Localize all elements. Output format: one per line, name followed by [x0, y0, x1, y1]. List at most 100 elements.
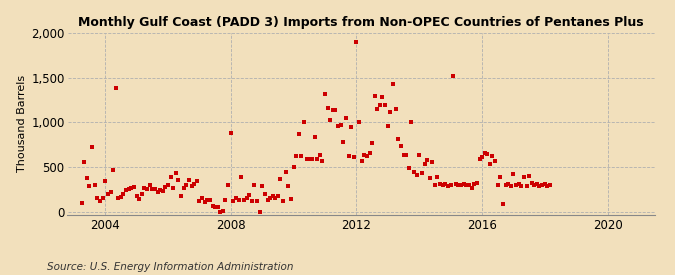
Point — [411, 173, 422, 177]
Point — [302, 157, 313, 161]
Point — [406, 119, 416, 124]
Point — [283, 184, 294, 188]
Point — [335, 123, 346, 127]
Point — [514, 182, 524, 186]
Point — [317, 159, 328, 163]
Point — [236, 175, 246, 179]
Point — [416, 171, 427, 175]
Point — [354, 119, 364, 124]
Point — [186, 184, 197, 188]
Point — [456, 183, 466, 187]
Point — [234, 198, 244, 202]
Point — [506, 184, 516, 188]
Point — [518, 175, 529, 179]
Point — [249, 183, 260, 187]
Point — [153, 190, 163, 194]
Point — [157, 189, 168, 193]
Point — [492, 183, 503, 187]
Point — [508, 172, 519, 177]
Point — [225, 131, 236, 135]
Point — [372, 107, 383, 111]
Point — [369, 94, 380, 98]
Point — [453, 183, 464, 187]
Point — [414, 152, 425, 157]
Point — [212, 205, 223, 210]
Point — [223, 183, 234, 187]
Point — [437, 183, 448, 187]
Point — [327, 108, 338, 112]
Point — [294, 132, 304, 136]
Point — [387, 82, 398, 86]
Point — [526, 181, 537, 185]
Point — [341, 116, 352, 120]
Point — [131, 194, 142, 198]
Point — [103, 192, 113, 196]
Point — [241, 196, 252, 200]
Point — [542, 184, 553, 188]
Point — [278, 199, 289, 203]
Point — [375, 102, 385, 107]
Point — [270, 196, 281, 200]
Point — [113, 196, 124, 200]
Point — [471, 181, 482, 185]
Point — [408, 169, 419, 174]
Point — [259, 192, 270, 196]
Point — [288, 165, 299, 169]
Point — [304, 156, 315, 161]
Point — [82, 176, 92, 180]
Point — [254, 210, 265, 214]
Point — [532, 182, 543, 186]
Point — [435, 182, 446, 186]
Point — [534, 184, 545, 188]
Point — [95, 199, 105, 203]
Point — [458, 182, 469, 186]
Point — [516, 184, 526, 188]
Point — [118, 192, 129, 196]
Point — [196, 195, 207, 200]
Point — [377, 95, 388, 100]
Point — [440, 182, 451, 186]
Point — [194, 199, 205, 203]
Point — [231, 195, 242, 200]
Point — [228, 199, 239, 203]
Point — [401, 152, 412, 157]
Point — [343, 154, 354, 159]
Point — [246, 199, 257, 203]
Point — [124, 187, 134, 192]
Point — [217, 209, 228, 213]
Point — [171, 171, 182, 175]
Point — [296, 154, 307, 159]
Point — [367, 141, 377, 145]
Point — [464, 183, 475, 187]
Point — [267, 194, 278, 198]
Point — [291, 154, 302, 159]
Point — [422, 158, 433, 162]
Point — [396, 144, 406, 148]
Point — [364, 151, 375, 155]
Point — [275, 177, 286, 181]
Point — [485, 162, 495, 167]
Point — [482, 152, 493, 156]
Point — [446, 183, 456, 187]
Point — [398, 152, 409, 157]
Point — [325, 117, 335, 122]
Point — [79, 160, 90, 164]
Point — [298, 119, 309, 124]
Point — [147, 187, 158, 192]
Point — [168, 185, 179, 190]
Point — [322, 106, 333, 110]
Point — [89, 183, 100, 187]
Point — [84, 184, 95, 188]
Point — [129, 185, 140, 189]
Point — [202, 198, 213, 202]
Point — [461, 183, 472, 187]
Point — [207, 204, 218, 209]
Point — [115, 194, 126, 199]
Point — [92, 196, 103, 200]
Y-axis label: Thousand Barrels: Thousand Barrels — [17, 75, 27, 172]
Point — [165, 175, 176, 179]
Point — [497, 202, 508, 207]
Point — [184, 177, 194, 182]
Point — [393, 136, 404, 141]
Point — [142, 186, 153, 191]
